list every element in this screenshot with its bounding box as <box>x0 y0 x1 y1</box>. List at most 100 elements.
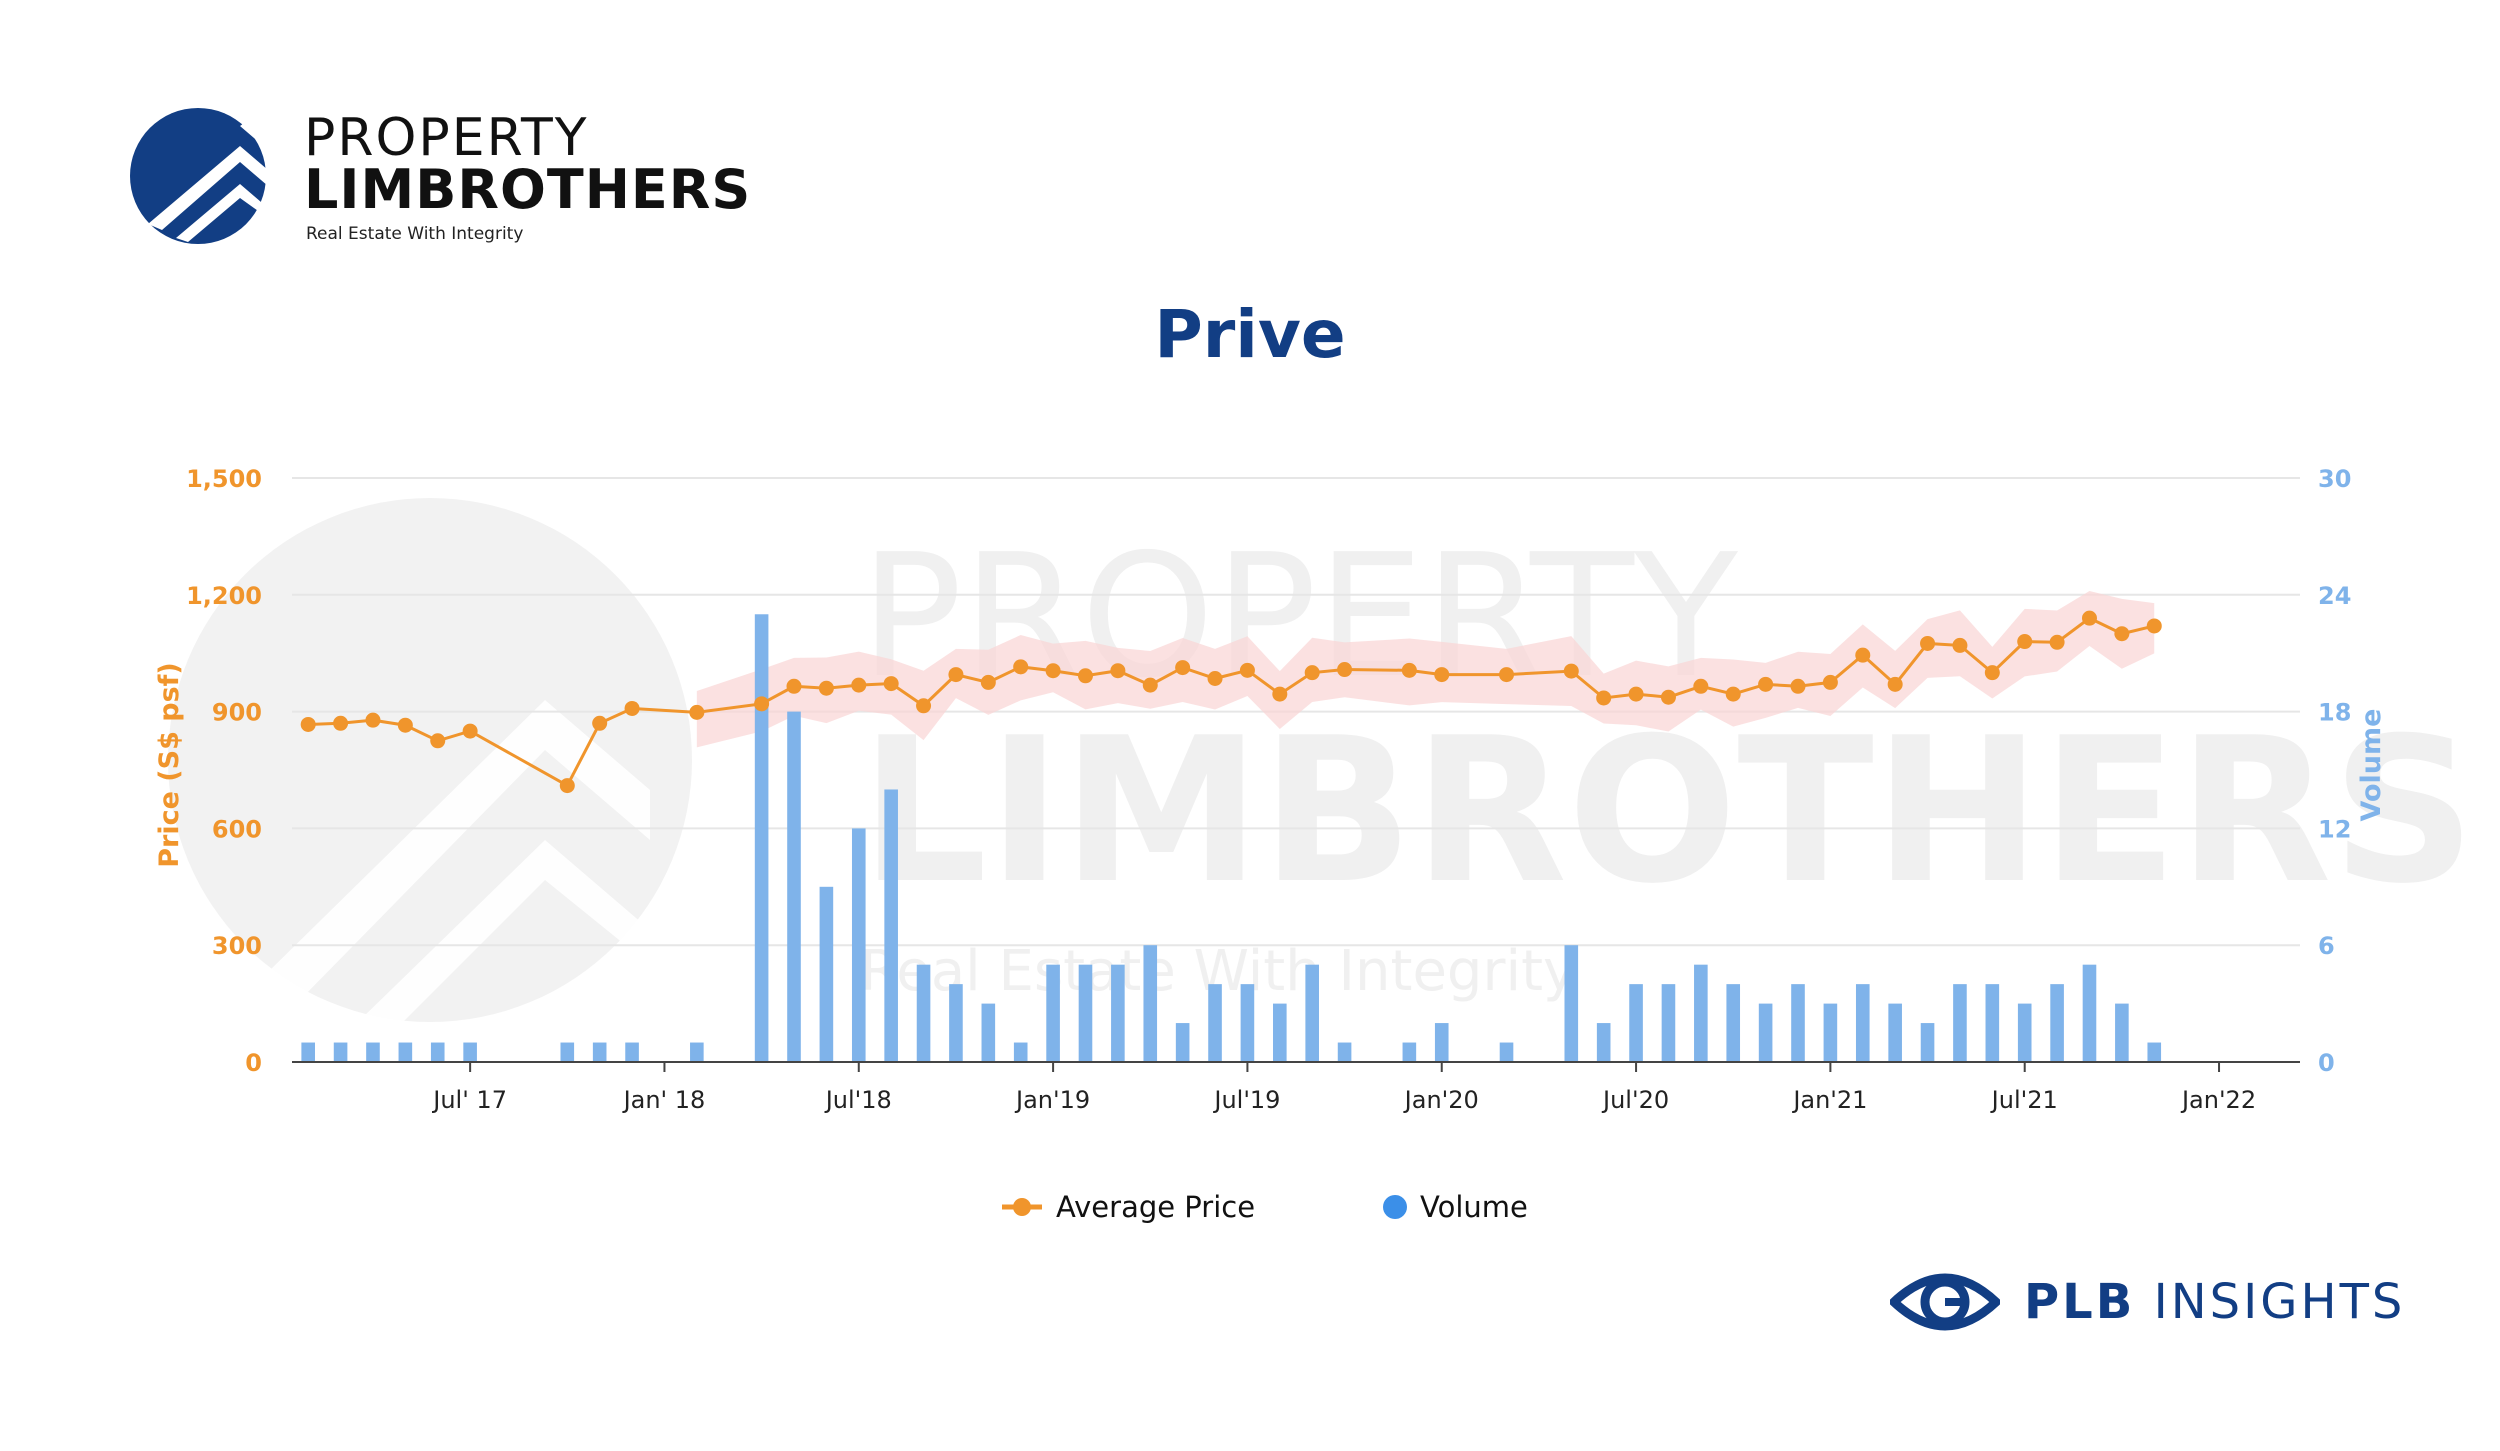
volume-bar <box>1888 1003 1902 1062</box>
x-tick-label: Jul'21 <box>1990 1086 2058 1114</box>
y-right-tick-label: 6 <box>2318 932 2335 960</box>
volume-bars <box>301 614 2162 1062</box>
average-price-point <box>1239 662 1255 678</box>
average-price-point <box>1660 689 1676 705</box>
x-tick-label: Jan'22 <box>2180 1086 2256 1114</box>
average-price-point <box>851 677 867 693</box>
y-left-tick-label: 300 <box>212 932 262 960</box>
average-price-point <box>1952 637 1968 653</box>
average-price-point <box>948 667 964 683</box>
volume-bar <box>981 1003 996 1062</box>
average-price-point <box>883 676 899 692</box>
volume-bar <box>690 1042 704 1062</box>
chart-title: Prive <box>1154 296 1346 373</box>
average-price-point <box>754 696 770 712</box>
x-tick-label: Jul'18 <box>824 1086 892 1114</box>
plb-insights-bold: PLB <box>2024 1274 2136 1330</box>
brand-tagline: Real Estate With Integrity <box>306 224 524 244</box>
average-price-point <box>980 674 996 690</box>
average-price-point <box>1887 676 1903 692</box>
volume-bar <box>1078 964 1093 1062</box>
x-tick-label: Jan' 18 <box>622 1086 706 1114</box>
volume-bar <box>1175 1023 1190 1062</box>
average-price-point <box>689 704 705 720</box>
average-price-point <box>430 733 446 749</box>
average-price-point <box>1563 663 1579 679</box>
average-price-point <box>1207 671 1223 687</box>
y-right-tick-label: 0 <box>2318 1049 2335 1077</box>
volume-bar <box>1564 945 1579 1062</box>
volume-bar <box>1920 1023 1935 1062</box>
volume-bar <box>1402 1042 1417 1062</box>
volume-bar <box>463 1042 477 1062</box>
plb-insights-rest: INSIGHTS <box>2135 1274 2406 1330</box>
average-price-point <box>1077 668 1093 684</box>
line-marker-icon <box>1002 1198 1042 1216</box>
volume-bar <box>560 1042 575 1062</box>
eye-icon <box>1887 1273 2003 1331</box>
legend-item-volume[interactable]: Volume <box>1382 1190 1528 1224</box>
volume-bar <box>625 1042 639 1062</box>
volume-bar <box>916 964 931 1062</box>
average-price-point <box>1725 686 1741 702</box>
x-tick-label: Jan'20 <box>1403 1086 1479 1114</box>
volume-bar <box>1337 1042 1352 1062</box>
average-price-point <box>2146 618 2162 634</box>
volume-bar <box>1013 1042 1028 1062</box>
y-right-tick-label: 18 <box>2318 699 2351 727</box>
volume-bar <box>2050 984 2064 1062</box>
price-range-band <box>696 591 2155 748</box>
volume-bar <box>1726 984 1741 1062</box>
volume-bar <box>398 1042 413 1062</box>
volume-bar <box>1240 984 1255 1062</box>
y-left-tick-label: 0 <box>245 1049 262 1077</box>
y-left-tick-label: 600 <box>212 815 262 843</box>
average-price-point <box>1693 678 1709 694</box>
x-tick-label: Jan'19 <box>1014 1086 1090 1114</box>
x-tick-label: Jul'19 <box>1212 1086 1280 1114</box>
x-tick-label: Jul' 17 <box>431 1086 507 1114</box>
plb-insights-logo: PLB INSIGHTS <box>1887 1262 2410 1342</box>
average-price-point <box>1984 665 2000 681</box>
y-axis-left-label: Price (S$ psf) <box>154 662 185 868</box>
dot-marker-icon <box>1383 1195 1407 1219</box>
average-price-point <box>1142 677 1158 693</box>
volume-bar <box>1046 964 1060 1062</box>
volume-bar <box>1273 1003 1287 1062</box>
y-right-tick-label: 30 <box>2318 465 2351 493</box>
average-price-point <box>2049 634 2065 650</box>
x-tick-label: Jul'20 <box>1601 1086 1669 1114</box>
volume-bar <box>1499 1042 1514 1062</box>
average-price-line <box>300 610 2162 794</box>
volume-bar <box>1694 964 1708 1062</box>
volume-bar <box>592 1042 607 1062</box>
average-price-point <box>1628 686 1644 702</box>
average-price-point <box>1045 663 1061 679</box>
average-price-point <box>2081 610 2097 626</box>
brand-logo: PROPERTY LIMBROTHERS Real Estate With In… <box>128 106 750 246</box>
volume-bar <box>1985 984 2000 1062</box>
y-axis-right-label: Volume <box>2356 709 2387 822</box>
volume-bar <box>1596 1023 1611 1062</box>
average-price-point <box>2017 634 2033 650</box>
volume-bar <box>851 828 866 1062</box>
property-limbrothers-logo-icon <box>130 106 268 244</box>
volume-bar <box>1953 984 1967 1062</box>
brand-name-line-2: LIMBROTHERS <box>304 158 752 221</box>
volume-bar <box>2115 1003 2129 1062</box>
volume-bar <box>2082 964 2097 1062</box>
volume-bar <box>949 984 963 1062</box>
volume-bar <box>1434 1023 1449 1062</box>
watermark: PROPERTY LIMBROTHERS Real Estate With In… <box>168 498 2476 1030</box>
average-price-point <box>1855 647 1871 663</box>
average-price-point <box>462 723 478 739</box>
volume-bar <box>1629 984 1643 1062</box>
average-price-point <box>1401 662 1417 678</box>
average-price-point <box>818 680 834 696</box>
legend-label-average-price: Average Price <box>1056 1190 1256 1224</box>
legend-item-average-price[interactable]: Average Price <box>1000 1190 1255 1224</box>
average-price-point <box>559 778 575 794</box>
average-price-point <box>1272 686 1288 702</box>
average-price-point <box>397 717 413 733</box>
